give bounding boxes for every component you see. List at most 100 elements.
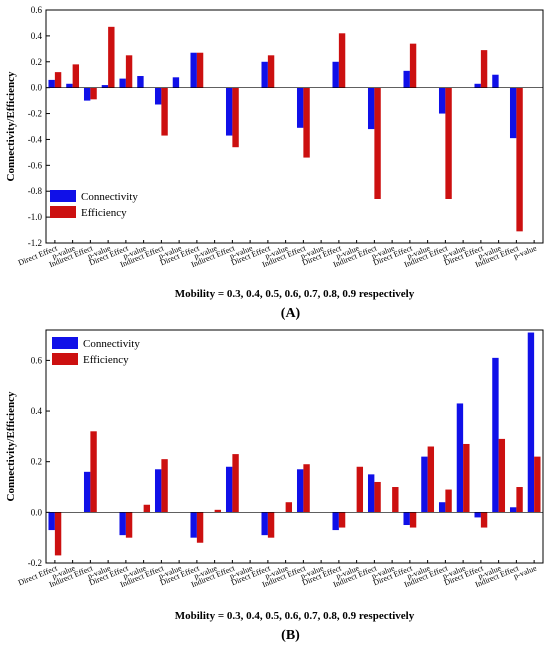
bar-connectivity [367, 474, 375, 513]
bar-connectivity [190, 512, 197, 538]
bar-efficiency [374, 481, 381, 513]
y-axis-label: Connectivity/Efficiency [5, 391, 17, 501]
bar-connectivity [190, 52, 197, 88]
bar-connectivity [48, 512, 55, 531]
bar-efficiency [463, 443, 470, 513]
y-tick-label: 0.6 [31, 355, 43, 365]
bar-connectivity [509, 507, 517, 513]
y-tick-label: 0.2 [31, 57, 42, 67]
bar-efficiency [303, 87, 310, 158]
y-tick-label: 0.0 [31, 507, 43, 517]
bar-connectivity [438, 87, 446, 114]
bar-connectivity [403, 70, 410, 88]
bar-connectivity [119, 512, 126, 536]
bar-efficiency [196, 512, 204, 543]
bar-connectivity [403, 512, 410, 526]
bar-efficiency [427, 446, 435, 513]
y-tick-label: 0.6 [31, 5, 43, 15]
legend-label-connectivity: Connectivity [81, 191, 138, 203]
bar-connectivity [332, 61, 339, 88]
bar-connectivity [101, 85, 109, 88]
bar-efficiency [161, 459, 168, 513]
bar-efficiency [480, 512, 488, 528]
y-tick-label: 0.4 [31, 31, 43, 41]
bar-efficiency [90, 431, 97, 513]
legend-label-connectivity: Connectivity [83, 338, 140, 350]
bar-efficiency [338, 512, 346, 528]
bar-efficiency [285, 502, 293, 513]
bar-efficiency [72, 64, 80, 88]
panel-label: (A) [281, 306, 301, 321]
bar-connectivity [492, 357, 499, 513]
y-tick-label: -1.0 [28, 212, 43, 222]
y-tick-label: 0.2 [31, 457, 42, 467]
y-tick-label: -0.6 [28, 160, 43, 170]
y-tick-label: -0.2 [28, 109, 42, 119]
bar-connectivity [296, 469, 304, 513]
bar-efficiency [392, 487, 399, 513]
chart-panel-a: -1.2-1.0-0.8-0.6-0.4-0.20.00.20.40.6Dire… [5, 5, 544, 321]
legend-swatch-efficiency [50, 206, 76, 218]
y-tick-label: -0.8 [28, 186, 43, 196]
bar-connectivity [332, 512, 339, 531]
bar-efficiency [161, 87, 168, 136]
y-tick-label: 0.0 [31, 83, 43, 93]
bar-connectivity [225, 466, 233, 513]
bar-efficiency [54, 72, 62, 88]
bar-efficiency [356, 466, 364, 513]
bar-efficiency [232, 454, 239, 513]
bar-efficiency [90, 87, 97, 100]
bar-efficiency [445, 489, 452, 513]
bar-efficiency [267, 512, 275, 538]
bar-efficiency [338, 33, 346, 88]
bar-connectivity [225, 87, 233, 136]
bar-connectivity [172, 77, 180, 88]
bar-connectivity [509, 87, 517, 139]
bar-connectivity [527, 332, 535, 513]
x-axis-label: Mobility = 0.3, 0.4, 0.5, 0.6, 0.7, 0.8,… [175, 610, 415, 622]
legend-swatch-connectivity [50, 190, 76, 202]
bar-connectivity [421, 456, 428, 513]
bar-efficiency [516, 487, 523, 513]
bar-efficiency [125, 512, 133, 538]
bar-efficiency [196, 52, 204, 88]
bar-efficiency [232, 87, 239, 148]
bar-connectivity [48, 79, 55, 88]
bar-efficiency [303, 464, 310, 513]
bar-efficiency [498, 438, 506, 513]
plot-frame [45, 9, 544, 244]
bar-efficiency [108, 26, 115, 88]
y-tick-label: -1.2 [28, 238, 42, 248]
bar-connectivity [154, 87, 162, 105]
bar-efficiency [125, 55, 133, 88]
plot-frame [45, 329, 544, 564]
bar-connectivity [261, 61, 268, 88]
bar-connectivity [83, 87, 91, 101]
bar-efficiency [54, 512, 62, 556]
bar-connectivity [83, 471, 91, 513]
bar-efficiency [409, 43, 417, 88]
bar-efficiency [374, 87, 381, 199]
y-axis-label: Connectivity/Efficiency [5, 71, 17, 181]
bar-connectivity [474, 512, 481, 518]
bar-efficiency [534, 456, 541, 513]
bar-connectivity [261, 512, 268, 536]
x-axis-label: Mobility = 0.3, 0.4, 0.5, 0.6, 0.7, 0.8,… [175, 288, 415, 300]
bar-connectivity [492, 74, 499, 88]
bar-efficiency [480, 50, 488, 88]
y-tick-label: 0.4 [31, 406, 43, 416]
bar-efficiency [409, 512, 417, 528]
bar-efficiency [143, 504, 151, 513]
legend-label-efficiency: Efficiency [81, 207, 127, 219]
legend-swatch-efficiency [52, 353, 78, 365]
y-tick-label: -0.4 [28, 134, 43, 144]
bar-connectivity [296, 87, 304, 128]
bar-efficiency [445, 87, 452, 199]
bar-connectivity [66, 83, 73, 88]
y-tick-label: -0.2 [28, 558, 42, 568]
bar-connectivity [474, 83, 481, 88]
legend-swatch-connectivity [52, 337, 78, 349]
legend-label-efficiency: Efficiency [83, 354, 129, 366]
